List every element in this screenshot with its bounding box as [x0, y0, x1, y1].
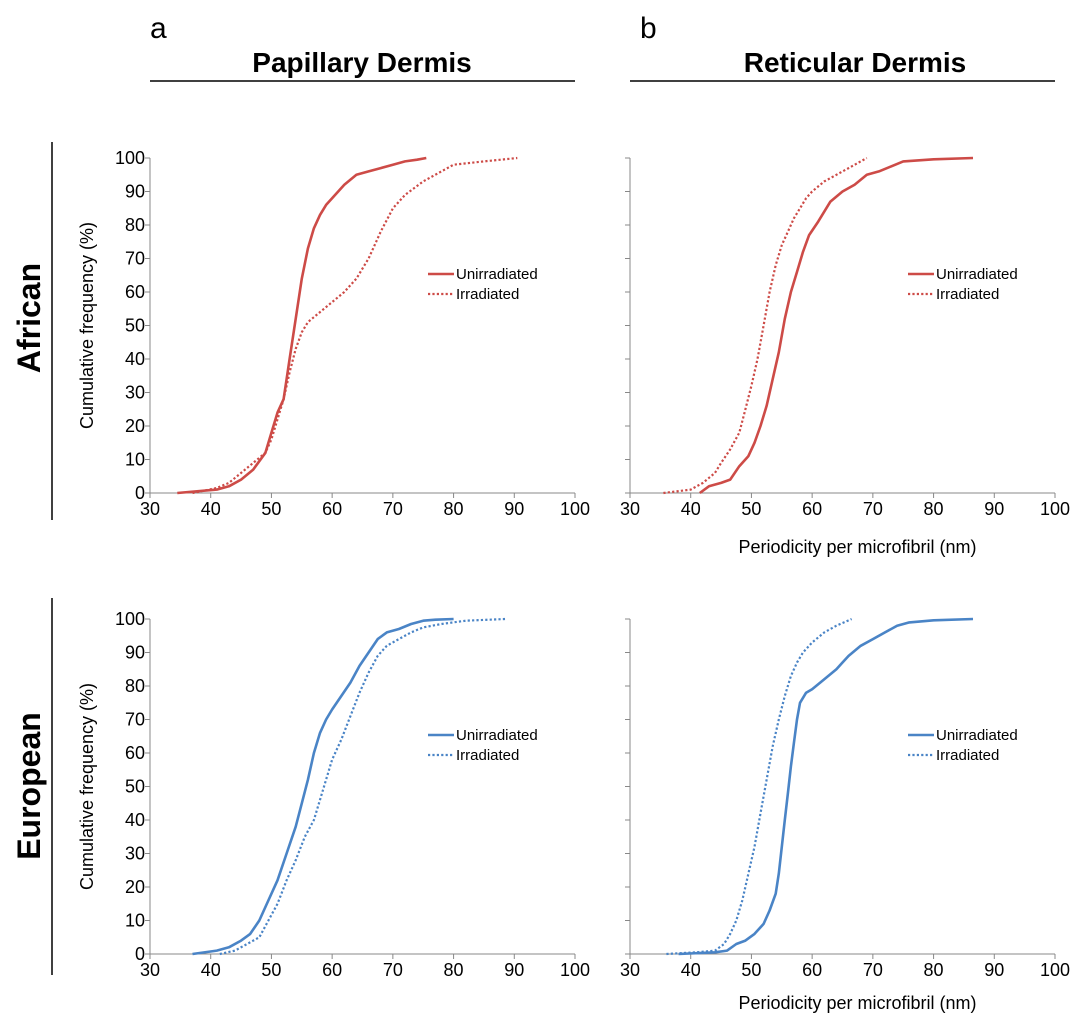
- x-tick-label: 40: [201, 499, 221, 519]
- y-tick-label: 40: [125, 810, 145, 830]
- x-tick-label: 80: [924, 499, 944, 519]
- legend-label-unirradiated: Unirradiated: [936, 727, 1018, 744]
- row-title-european: European: [11, 712, 47, 860]
- x-tick-label: 30: [140, 499, 160, 519]
- x-tick-label: 40: [681, 960, 701, 980]
- legend-label-irradiated: Irradiated: [456, 747, 519, 764]
- legend-label-unirradiated: Unirradiated: [936, 266, 1018, 283]
- legend-label-unirradiated: Unirradiated: [456, 727, 538, 744]
- y-tick-label: 70: [125, 249, 145, 269]
- x-tick-label: 100: [560, 499, 590, 519]
- x-tick-label: 80: [924, 960, 944, 980]
- x-tick-label: 60: [322, 960, 342, 980]
- x-tick-label: 30: [140, 960, 160, 980]
- x-tick-label: 90: [504, 960, 524, 980]
- y-tick-label: 0: [135, 944, 145, 964]
- x-axis-title: Periodicity per microfibril (nm): [738, 537, 976, 557]
- y-tick-label: 50: [125, 777, 145, 797]
- series-line-unirradiated: [678, 617, 974, 956]
- y-tick-label: 0: [135, 483, 145, 503]
- x-tick-label: 100: [1040, 960, 1070, 980]
- x-tick-label: 30: [620, 960, 640, 980]
- y-tick-label: 20: [125, 877, 145, 897]
- y-tick-label: 100: [115, 148, 145, 168]
- series-line-unirradiated: [192, 617, 454, 956]
- x-tick-label: 70: [863, 499, 883, 519]
- legend-label-irradiated: Irradiated: [936, 747, 999, 764]
- panel-letter-b: b: [640, 12, 657, 45]
- y-tick-label: 100: [115, 609, 145, 629]
- x-tick-label: 80: [444, 499, 464, 519]
- series-line-unirradiated: [699, 156, 974, 495]
- y-tick-label: 60: [125, 282, 145, 302]
- chart-a-top: 0 10 20 30 40 50 60 70 80 90 100 30 40 50 60 70 80 90 100 C…: [77, 148, 590, 519]
- x-tick-label: 50: [261, 499, 281, 519]
- y-tick-label: 90: [125, 643, 145, 663]
- series-line-irradiated: [192, 156, 518, 495]
- y-tick-label: 70: [125, 710, 145, 730]
- legend-label-irradiated: Irradiated: [936, 286, 999, 303]
- column-title-papillary: Papillary Dermis: [252, 47, 471, 78]
- y-tick-label: 80: [125, 676, 145, 696]
- y-tick-label: 10: [125, 911, 145, 931]
- x-tick-label: 50: [741, 499, 761, 519]
- y-tick-label: 30: [125, 844, 145, 864]
- chart-b-bottom: 30 40 50 60 70 80 90 100 Periodicity per microfi…: [620, 617, 1070, 1013]
- x-tick-label: 60: [322, 499, 342, 519]
- x-axis-title: Periodicity per microfibril (nm): [738, 993, 976, 1013]
- x-tick-label: 70: [383, 499, 403, 519]
- x-tick-label: 80: [444, 960, 464, 980]
- x-tick-label: 90: [984, 960, 1004, 980]
- x-tick-label: 40: [201, 960, 221, 980]
- x-tick-label: 100: [1040, 499, 1070, 519]
- y-tick-label: 80: [125, 215, 145, 235]
- x-tick-label: 60: [802, 960, 822, 980]
- series-line-irradiated: [663, 157, 868, 495]
- series-line-unirradiated: [177, 156, 427, 495]
- y-tick-label: 30: [125, 383, 145, 403]
- series-line-irradiated: [219, 617, 506, 956]
- legend-label-unirradiated: Unirradiated: [456, 266, 538, 283]
- x-tick-label: 30: [620, 499, 640, 519]
- chart-b-top: 30 40 50 60 70 80 90 100 Periodicity per microfi…: [620, 156, 1070, 557]
- x-tick-label: 90: [504, 499, 524, 519]
- y-tick-label: 50: [125, 316, 145, 336]
- x-tick-label: 50: [741, 960, 761, 980]
- y-tick-label: 40: [125, 349, 145, 369]
- legend-label-irradiated: Irradiated: [456, 286, 519, 303]
- x-tick-label: 40: [681, 499, 701, 519]
- chart-a-bottom: 0 10 20 30 40 50 60 70 80 90 100 30 40 50 60 70 80 90 100 C…: [77, 609, 590, 980]
- y-tick-label: 20: [125, 416, 145, 436]
- y-axis-title: Cumulative frequency (%): [77, 683, 97, 890]
- x-tick-label: 50: [261, 960, 281, 980]
- row-title-african: African: [11, 263, 47, 373]
- x-tick-label: 100: [560, 960, 590, 980]
- x-tick-label: 70: [383, 960, 403, 980]
- x-tick-label: 70: [863, 960, 883, 980]
- x-tick-label: 60: [802, 499, 822, 519]
- y-axis-title: Cumulative frequency (%): [77, 222, 97, 429]
- column-title-reticular: Reticular Dermis: [744, 47, 967, 78]
- y-tick-label: 90: [125, 182, 145, 202]
- x-tick-label: 90: [984, 499, 1004, 519]
- series-line-irradiated: [666, 617, 853, 956]
- y-tick-label: 10: [125, 450, 145, 470]
- panel-letter-a: a: [150, 12, 167, 45]
- y-tick-label: 60: [125, 743, 145, 763]
